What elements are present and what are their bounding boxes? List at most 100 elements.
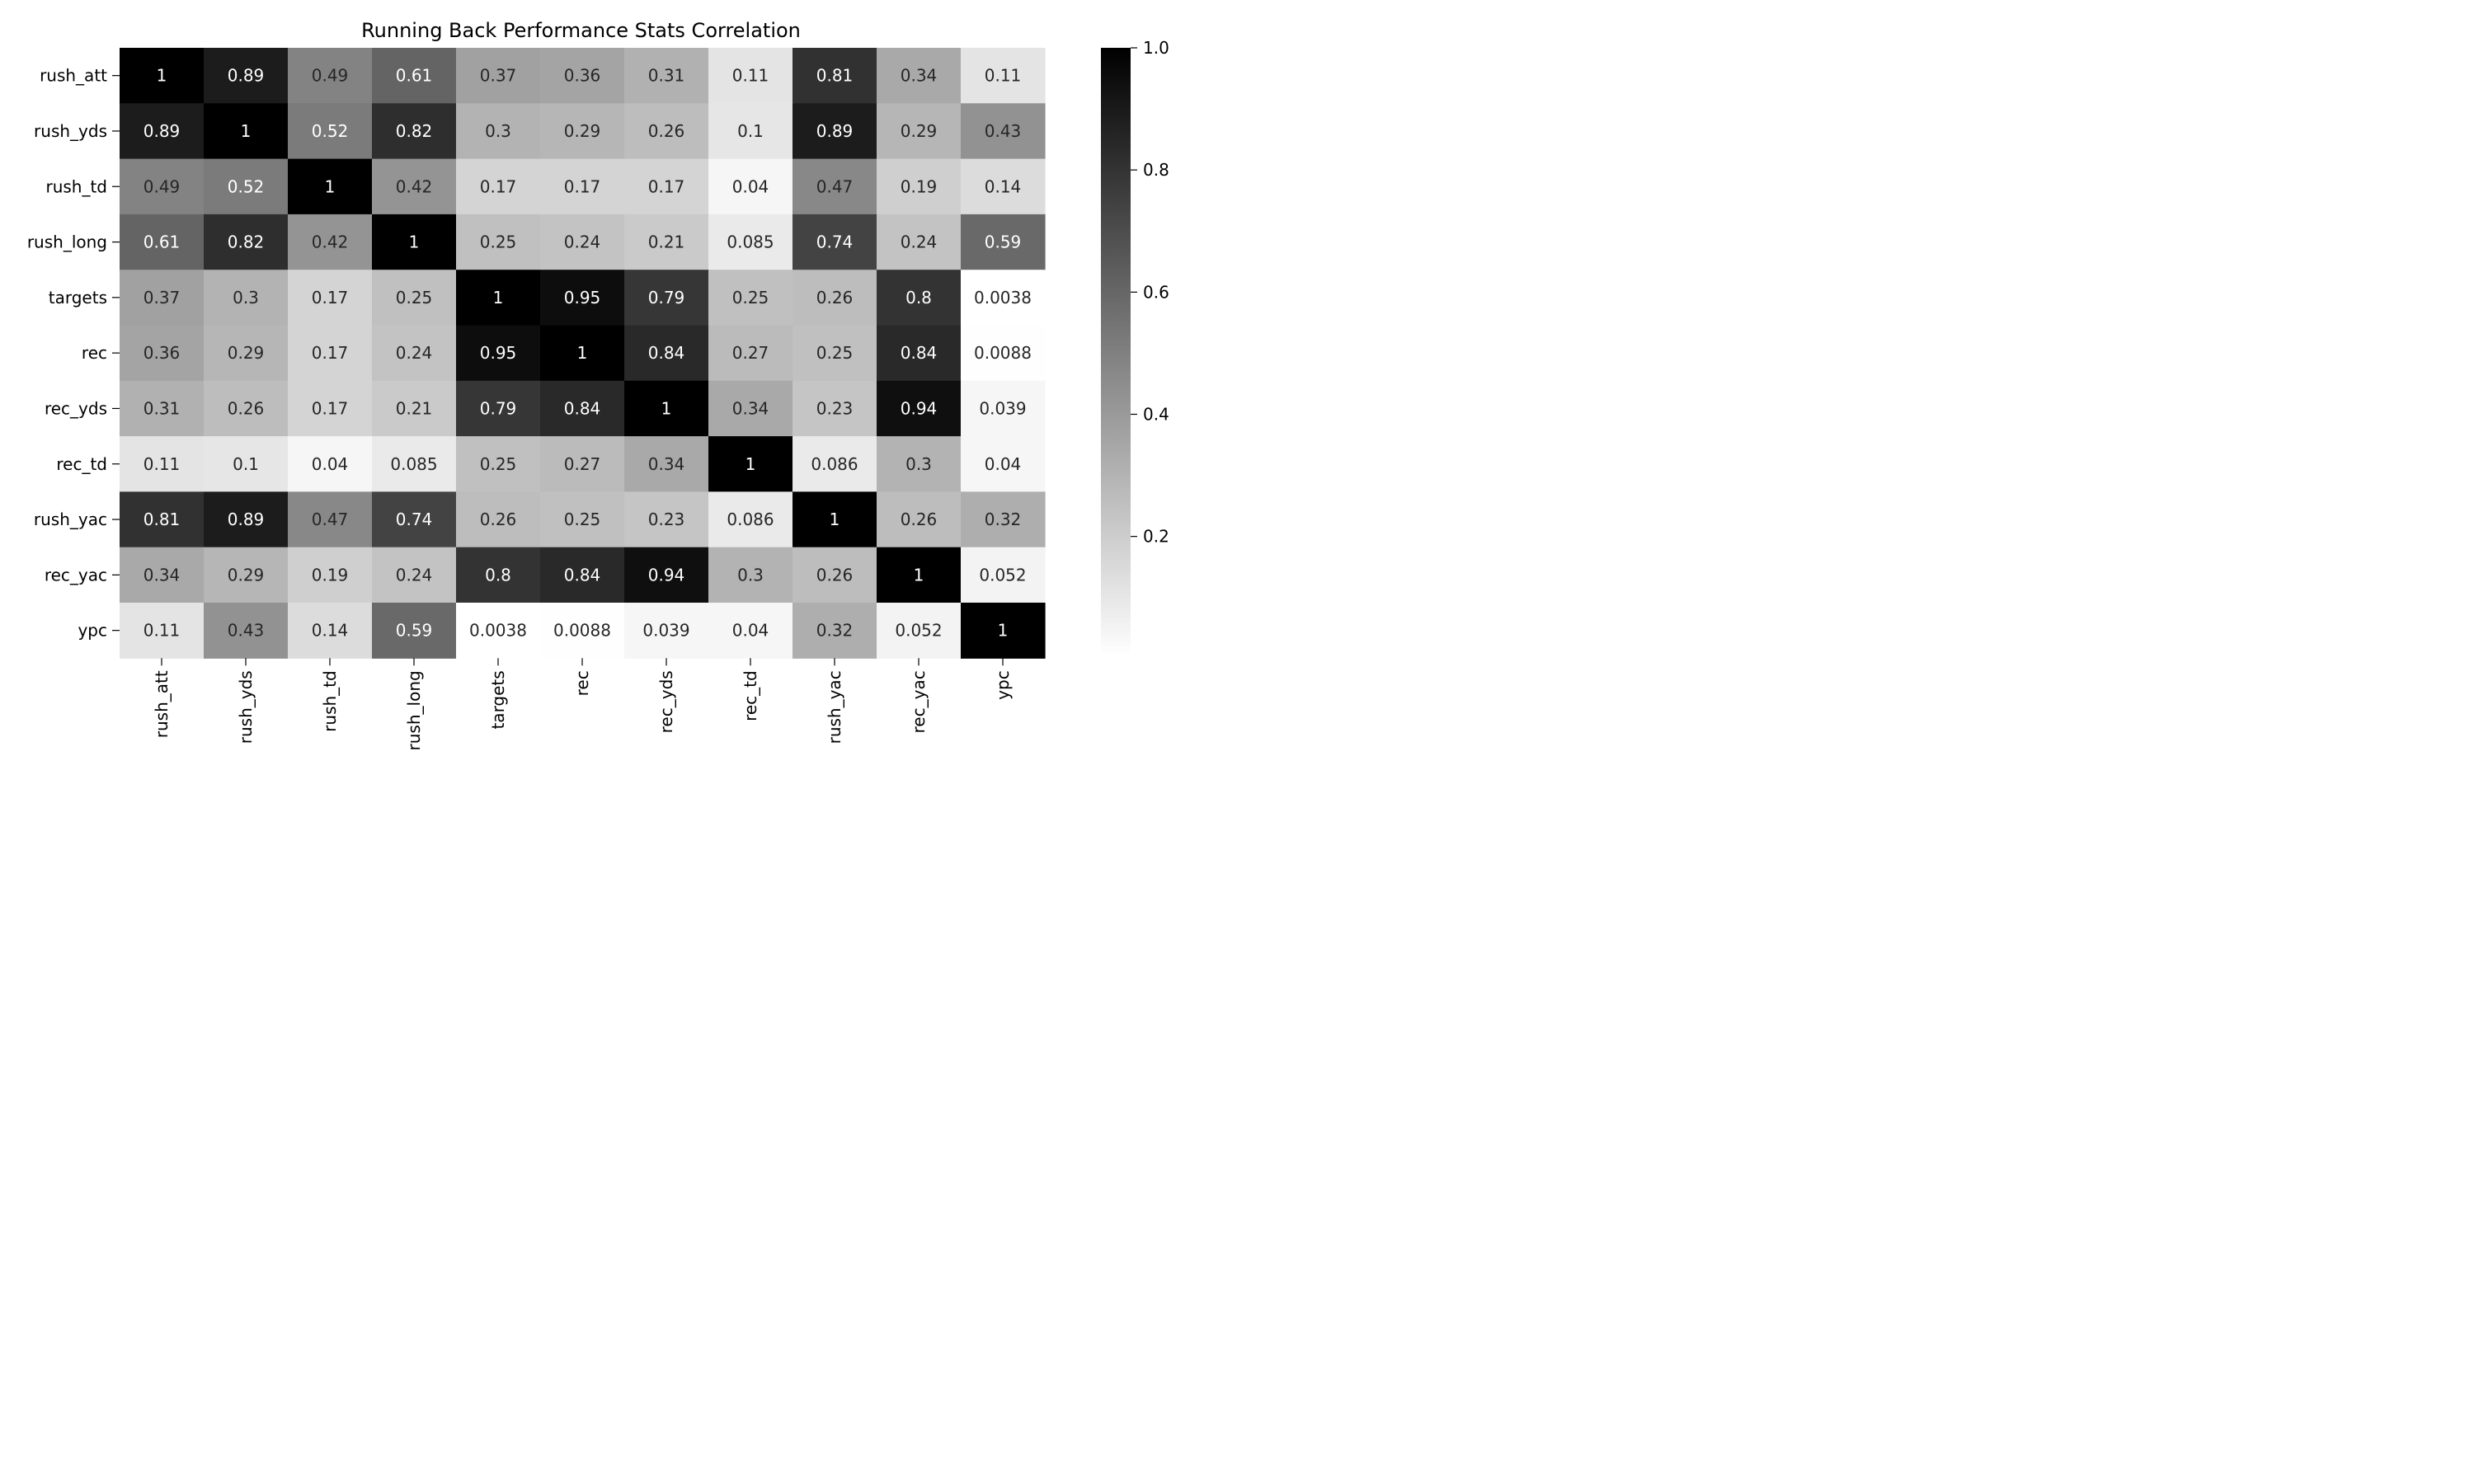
cell-value-label: 0.19 <box>901 176 938 196</box>
heatmap-cell <box>708 380 793 437</box>
cell-value-label: 0.59 <box>396 621 433 641</box>
y-tick-label: targets <box>49 288 107 308</box>
heatmap-cell <box>372 436 457 492</box>
cell-value-label: 0.0088 <box>974 343 1032 363</box>
cell-value-label: 0.3 <box>485 121 511 141</box>
cell-value-label: 0.49 <box>143 176 181 196</box>
heatmap-cell <box>204 103 289 160</box>
y-tick-label: rec_yds <box>45 398 107 418</box>
heatmap-cell <box>877 603 962 659</box>
heatmap-cell <box>961 214 1046 270</box>
heatmap-cell <box>288 603 373 659</box>
cell-value-label: 0.11 <box>143 454 181 474</box>
heatmap-cell <box>708 158 793 215</box>
heatmap-cell <box>288 103 373 160</box>
heatmap-cell <box>877 158 962 215</box>
heatmap-cell <box>120 214 205 270</box>
cell-value-label: 0.29 <box>564 121 601 141</box>
heatmap-cell <box>120 270 205 326</box>
heatmap-cell <box>372 214 457 270</box>
cell-value-label: 1 <box>914 565 924 585</box>
cell-value-label: 0.26 <box>480 510 517 529</box>
colorbar-tick-label: 0.4 <box>1143 404 1169 424</box>
heatmap-cell <box>793 436 877 492</box>
heatmap-cell <box>793 270 877 326</box>
heatmap-cell <box>204 270 289 326</box>
heatmap-cell <box>372 270 457 326</box>
y-tick-label: ypc <box>78 621 107 641</box>
cell-value-label: 0.32 <box>985 510 1022 529</box>
heatmap-cell <box>120 436 205 492</box>
cell-value-label: 0.17 <box>312 288 349 308</box>
heatmap-cell <box>372 547 457 603</box>
heatmap-cell <box>961 603 1046 659</box>
cell-value-label: 0.61 <box>396 66 433 86</box>
heatmap-cell <box>204 491 289 548</box>
heatmap-cell <box>540 103 625 160</box>
heatmap-cell <box>372 380 457 437</box>
heatmap-cell <box>456 103 541 160</box>
chart-title: Running Back Performance Stats Correlati… <box>361 19 801 42</box>
heatmap-cell <box>877 491 962 548</box>
x-tick-label: rec_yac <box>909 670 929 733</box>
colorbar-gradient <box>1101 48 1131 656</box>
heatmap-cell <box>120 325 205 382</box>
cell-value-label: 1 <box>745 454 756 474</box>
heatmap-cell <box>288 547 373 603</box>
colorbar: 0.2 0.4 0.6 0.8 1.0 <box>1101 38 1169 656</box>
cell-value-label: 0.25 <box>480 454 517 474</box>
heatmap-cell <box>288 436 373 492</box>
heatmap-cell <box>624 325 709 382</box>
cell-value-label: 0.8 <box>905 288 932 308</box>
colorbar-tick-label: 1.0 <box>1143 38 1169 58</box>
heatmap-cell <box>708 547 793 603</box>
cell-value-label: 0.84 <box>564 565 601 585</box>
heatmap-cell <box>120 491 205 548</box>
heatmap-cell <box>877 436 962 492</box>
heatmap-cell <box>624 603 709 659</box>
cell-value-label: 1 <box>157 66 167 86</box>
correlation-heatmap: Running Back Performance Stats Correlati… <box>27 19 1169 750</box>
cell-value-label: 0.84 <box>564 398 601 418</box>
cell-value-label: 0.52 <box>228 176 265 196</box>
cell-value-label: 0.31 <box>648 66 685 86</box>
cell-value-label: 0.039 <box>979 398 1026 418</box>
y-tick-label: rec_yac <box>45 565 107 585</box>
cell-value-label: 0.04 <box>312 454 349 474</box>
colorbar-tick-label: 0.2 <box>1143 527 1169 547</box>
heatmap-cell <box>961 547 1046 603</box>
cell-value-label: 0.11 <box>143 621 181 641</box>
cell-value-label: 1 <box>409 232 420 252</box>
heatmap-cell <box>120 547 205 603</box>
cell-value-label: 0.84 <box>648 343 685 363</box>
cell-value-label: 0.59 <box>985 232 1022 252</box>
heatmap-cells: 1 0.89 0.49 0.61 0.37 0.36 0.31 0.11 0.81 0.34 0.1… <box>120 48 1046 659</box>
heatmap-cell <box>540 436 625 492</box>
heatmap-cell <box>372 603 457 659</box>
heatmap-cell <box>540 48 625 104</box>
y-tick-label: rush_att <box>40 66 107 86</box>
heatmap-cell <box>204 547 289 603</box>
cell-value-label: 0.61 <box>143 232 181 252</box>
cell-value-label: 0.1 <box>737 121 764 141</box>
heatmap-cell <box>877 380 962 437</box>
heatmap-cell <box>793 103 877 160</box>
cell-value-label: 0.94 <box>648 565 685 585</box>
colorbar-tick-label: 0.6 <box>1143 282 1169 302</box>
cell-value-label: 0.34 <box>648 454 685 474</box>
cell-value-label: 0.34 <box>901 66 938 86</box>
heatmap-cell <box>456 491 541 548</box>
heatmap-cell <box>456 158 541 215</box>
cell-value-label: 0.74 <box>816 232 854 252</box>
cell-value-label: 0.34 <box>143 565 181 585</box>
cell-value-label: 0.29 <box>901 121 938 141</box>
heatmap-cell <box>204 380 289 437</box>
heatmap-cell <box>372 158 457 215</box>
heatmap-cell <box>120 603 205 659</box>
heatmap-cell <box>540 214 625 270</box>
cell-value-label: 1 <box>577 343 588 363</box>
cell-value-label: 0.3 <box>905 454 932 474</box>
cell-value-label: 0.47 <box>816 176 854 196</box>
heatmap-cell <box>120 158 205 215</box>
heatmap-cell <box>877 48 962 104</box>
